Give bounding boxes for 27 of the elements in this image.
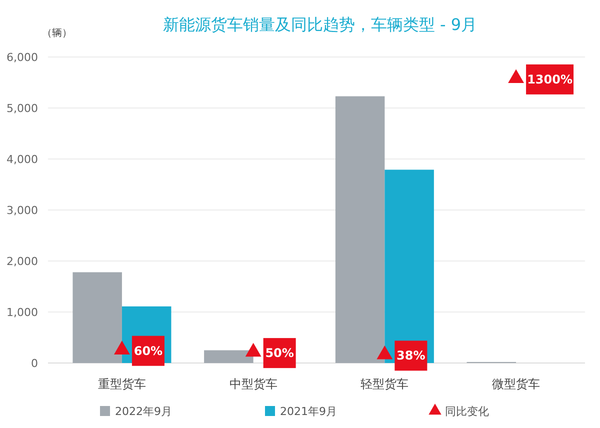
data-label: 50%: [265, 346, 294, 360]
x-tick-label: 轻型货车: [360, 377, 409, 391]
y-tick-label: 5,000: [6, 102, 38, 115]
y-tick-label: 4,000: [6, 153, 38, 166]
point: [376, 345, 393, 360]
legend-label: 2022年9月: [115, 405, 172, 418]
y-tick-label: 1,000: [6, 306, 38, 319]
x-tick-label: 重型货车: [98, 377, 146, 391]
x-tick-label: 微型货车: [492, 377, 540, 391]
data-label: 38%: [396, 348, 426, 363]
y-tick-label: 2,000: [6, 255, 38, 268]
y-tick-label: 3,000: [6, 204, 38, 217]
chart-title: 新能源货车销量及同比趋势，车辆类型 - 9月: [162, 15, 478, 34]
legend-label: 同比变化: [445, 405, 489, 418]
legend-label: 2021年9月: [280, 405, 337, 418]
point: [245, 342, 262, 357]
x-tick-label: 中型货车: [229, 377, 278, 391]
data-label: 60%: [134, 344, 163, 358]
bar: [335, 96, 385, 363]
y-tick-label: 0: [31, 357, 38, 370]
data-label: 1300%: [527, 72, 572, 86]
y-tick-label: 6,000: [6, 51, 38, 64]
bar: [72, 272, 122, 363]
point: [114, 340, 130, 354]
y-axis-title: （辆）: [42, 27, 72, 39]
point: [508, 69, 524, 84]
bar: [204, 350, 254, 363]
